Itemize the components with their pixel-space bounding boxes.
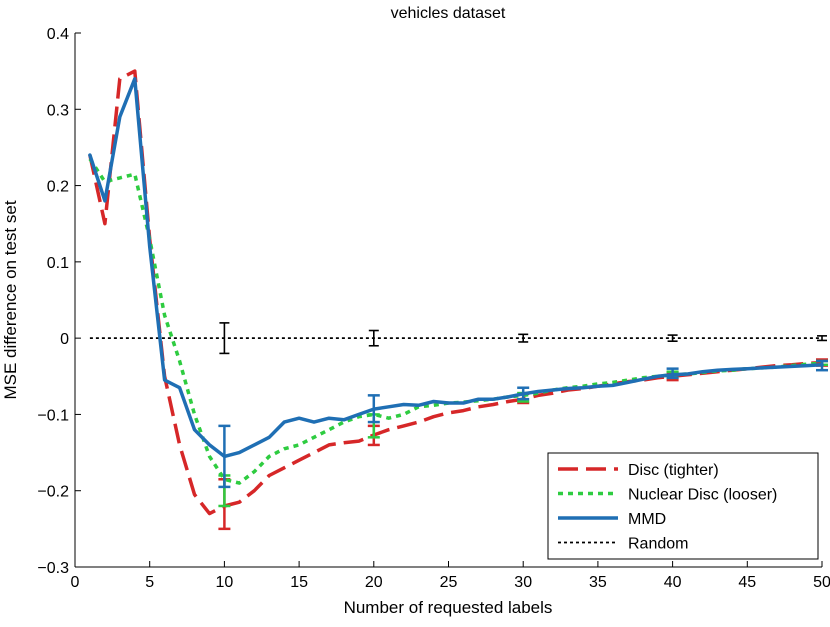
x-tick-label: 25 [440, 574, 458, 591]
x-tick-label: 10 [216, 574, 234, 591]
legend-label: Random [628, 536, 688, 553]
x-tick-label: 30 [514, 574, 532, 591]
legend: Disc (tighter) Nuclear Disc (looser) MMD Ra… [547, 452, 819, 560]
chart-title: vehicles dataset [391, 5, 506, 22]
x-tick-label: 5 [145, 574, 154, 591]
x-tick-label: 35 [589, 574, 607, 591]
x-tick-label: 15 [290, 574, 308, 591]
y-tick-label: −0.1 [37, 407, 69, 424]
x-tick-label: 45 [738, 574, 756, 591]
x-tick-label: 50 [813, 574, 830, 591]
x-tick-label: 40 [664, 574, 682, 591]
series-line-mmd [88, 77, 824, 459]
y-tick-label: 0.2 [47, 179, 69, 196]
legend-label: Disc (tighter) [628, 462, 719, 479]
y-tick-label: 0.1 [47, 255, 69, 272]
y-tick-label: −0.3 [37, 560, 69, 577]
y-axis-title: MSE difference on test set [1, 200, 20, 399]
y-tick-label: 0.3 [47, 102, 69, 119]
x-axis-title: Number of requested labels [344, 598, 553, 617]
plot-area: 0 5 10 15 20 25 30 35 40 45 50 −0.3 −0.2 −0.1 0 0.1 0.2 0… [37, 26, 830, 591]
legend-label: Nuclear Disc (looser) [628, 487, 777, 504]
y-tick-label: 0.4 [47, 26, 69, 43]
x-tick-label: 20 [365, 574, 383, 591]
y-tick-label: 0 [60, 331, 69, 348]
x-tick-label: 0 [71, 574, 80, 591]
y-tick-label: −0.2 [37, 484, 69, 501]
series-line-disc-tighter [88, 69, 823, 516]
legend-label: MMD [628, 511, 666, 528]
